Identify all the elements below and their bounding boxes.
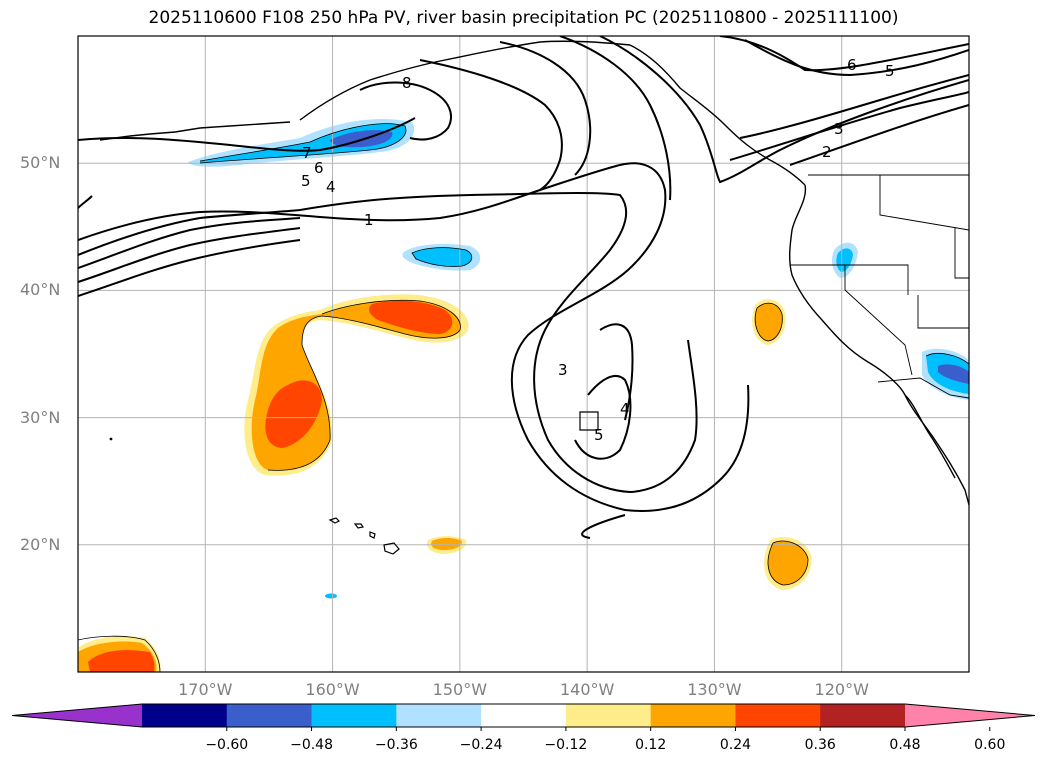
contour-label: 4 — [326, 178, 336, 196]
colorbar-segment — [735, 704, 821, 727]
colorbar-tick-label: 0.24 — [719, 737, 752, 753]
lat-tick-label: 20°N — [20, 534, 61, 554]
shaded-field-layer — [78, 118, 969, 672]
colorbar-tick-label: 0.60 — [974, 737, 1006, 753]
contour-label: 7 — [302, 144, 312, 162]
lat-tick-label: 50°N — [20, 153, 61, 173]
pv-contours — [78, 36, 969, 539]
colorbar-tick-label: 0.12 — [635, 737, 667, 753]
contour-label: 5 — [885, 62, 895, 80]
lon-tick-label: 140°W — [559, 680, 615, 699]
lon-tick-label: 130°W — [687, 680, 742, 699]
colorbar-segment — [226, 704, 313, 727]
colorbar-tick-label: −0.48 — [290, 737, 333, 753]
colorbar-segment — [396, 704, 482, 727]
lon-tick-label: 170°W — [178, 680, 233, 699]
contour-label: 2 — [822, 143, 832, 161]
colorbar-tick-label: 0.36 — [804, 737, 836, 753]
colorbar-segment — [311, 704, 397, 727]
coastlines — [99, 40, 969, 506]
colorbar-tick-label: −0.12 — [544, 737, 588, 753]
colorbar-tick-label: −0.60 — [205, 737, 249, 753]
contour-label: 1 — [364, 211, 374, 229]
contour-label: 6 — [314, 159, 324, 177]
colorbar-segment — [565, 704, 652, 727]
colorbar-outline — [11, 703, 1036, 728]
islands — [109, 411, 599, 555]
contour-label: 5 — [594, 426, 604, 444]
map-title: 2025110600 F108 250 hPa PV, river basin … — [148, 8, 899, 28]
contour-labels: 7 6 5 4 1 8 6 5 3 2 3 4 5 — [301, 56, 895, 444]
shading-outlines — [78, 123, 969, 672]
map-plot-area — [78, 36, 969, 672]
borders — [790, 174, 969, 399]
contour-label: 8 — [402, 74, 412, 92]
colorbar-extend-low — [12, 704, 142, 727]
gridlines — [78, 36, 969, 672]
contour-label: 4 — [620, 400, 630, 418]
colorbar-segment — [650, 704, 736, 727]
lon-tick-label: 120°W — [814, 680, 869, 699]
contour-label: 5 — [301, 172, 311, 190]
contour-label: 3 — [834, 120, 844, 138]
lon-tick-label: 150°W — [432, 680, 488, 699]
colorbar — [11, 703, 1036, 731]
lon-tick-label: 160°W — [305, 680, 360, 699]
colorbar-segment — [142, 704, 228, 727]
colorbar-tick-label: 0.48 — [889, 737, 921, 753]
lat-tick-label: 40°N — [20, 280, 61, 300]
contour-label: 6 — [847, 56, 857, 74]
colorbar-tick-label: −0.36 — [374, 737, 418, 753]
lat-tick-label: 30°N — [20, 407, 61, 427]
colorbar-extend-high — [905, 704, 1035, 727]
colorbar-segment — [481, 704, 567, 727]
map-frame — [77, 35, 970, 673]
colorbar-tick-label: −0.24 — [459, 737, 503, 753]
colorbar-segment — [820, 704, 906, 727]
contour-label: 3 — [558, 361, 568, 379]
